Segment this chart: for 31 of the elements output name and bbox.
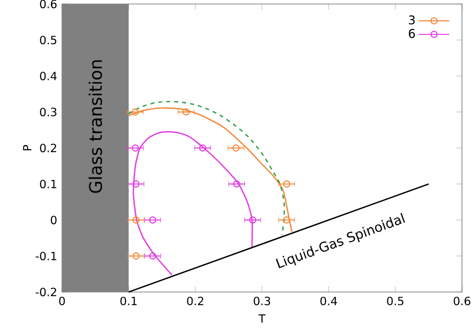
point	[132, 180, 140, 188]
y-tick-label: 0.5	[40, 36, 56, 44]
point	[283, 180, 290, 188]
x-tick-label: 0	[59, 296, 65, 306]
y-tick-label: 0.1	[40, 180, 56, 188]
point	[233, 180, 240, 188]
y-tick-label: 0.2	[40, 144, 56, 152]
x-tick-label: 0.1	[120, 296, 137, 306]
band-label: Glass transition	[88, 60, 102, 193]
point	[132, 252, 140, 260]
y-tick-label: 0.6	[40, 0, 57, 8]
y-tick-label: -0.1	[36, 252, 56, 260]
x-tick-label: 0.3	[254, 296, 270, 306]
y-tick-label: 0.3	[40, 108, 56, 116]
x-axis-title: T	[258, 314, 266, 323]
point	[199, 144, 206, 152]
x-tick-label: 0.6	[454, 296, 470, 306]
x-tick-label: 0.2	[187, 296, 204, 306]
point	[232, 144, 240, 152]
point	[132, 216, 140, 224]
point	[283, 216, 290, 224]
x-tick-label: 0.5	[387, 296, 404, 306]
point	[182, 108, 190, 116]
x-tick-label: 0.4	[320, 296, 338, 306]
y-tick-label: -0.2	[36, 288, 56, 296]
y-tick-label: 0	[50, 216, 57, 224]
point	[249, 216, 256, 224]
legend-label: 3	[408, 15, 415, 24]
y-axis-title: P	[23, 144, 32, 150]
legend-label: 6	[408, 28, 415, 38]
y-tick-label: 0.4	[40, 72, 57, 80]
